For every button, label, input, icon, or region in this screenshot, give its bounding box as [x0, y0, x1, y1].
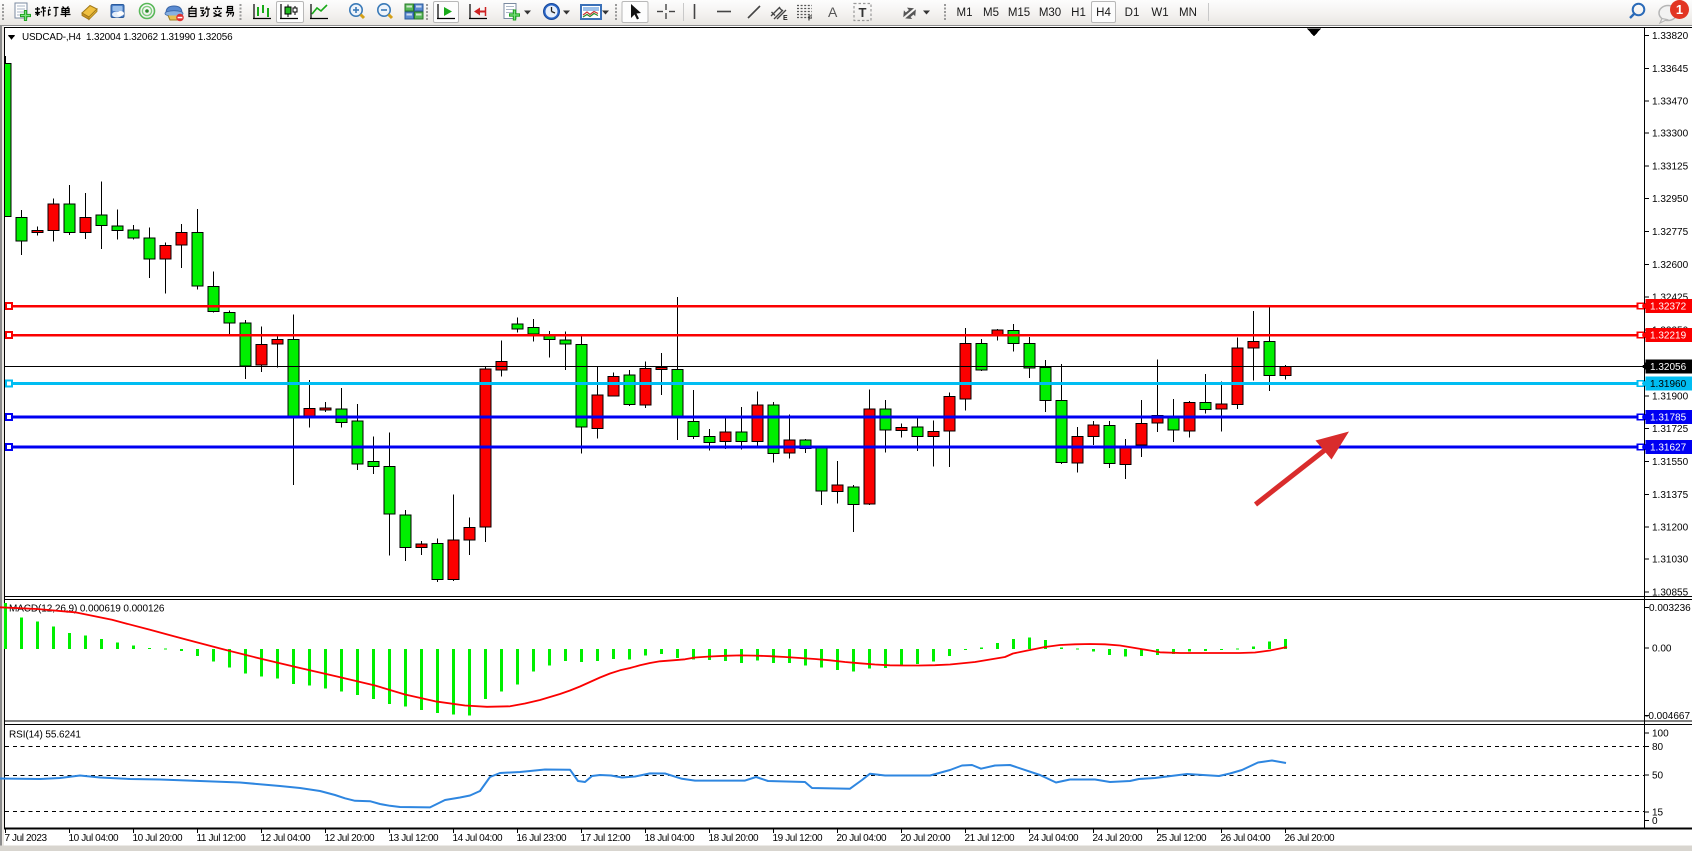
svg-text:20 Jul 20:00: 20 Jul 20:00: [901, 833, 952, 844]
svg-text:1.32775: 1.32775: [1652, 227, 1689, 238]
svg-text:-0.004667: -0.004667: [1645, 711, 1690, 722]
svg-text:1.33300: 1.33300: [1652, 129, 1689, 140]
svg-text:21 Jul 12:00: 21 Jul 12:00: [965, 833, 1016, 844]
svg-text:E: E: [783, 15, 788, 22]
svg-text:1.32600: 1.32600: [1652, 260, 1689, 271]
svg-text:M5: M5: [983, 7, 999, 19]
svg-text:12 Jul 04:00: 12 Jul 04:00: [261, 833, 312, 844]
svg-text:USDCAD-,H4 1.32004 1.32062 1.: USDCAD-,H4 1.32004 1.32062 1.31990 1.320…: [22, 32, 233, 43]
svg-text:1.31960: 1.31960: [1650, 379, 1687, 390]
svg-text:1.30855: 1.30855: [1652, 587, 1689, 598]
svg-text:H4: H4: [1096, 7, 1111, 19]
svg-text:1.33645: 1.33645: [1652, 64, 1689, 75]
svg-text:1.31375: 1.31375: [1652, 490, 1689, 501]
svg-text:14 Jul 04:00: 14 Jul 04:00: [453, 833, 504, 844]
svg-text:1.31900: 1.31900: [1652, 391, 1689, 402]
svg-text:18 Jul 04:00: 18 Jul 04:00: [645, 833, 696, 844]
svg-text:50: 50: [1652, 771, 1664, 782]
svg-text:24 Jul 04:00: 24 Jul 04:00: [1029, 833, 1080, 844]
svg-text:0.003236: 0.003236: [1649, 603, 1691, 614]
svg-text:0.00: 0.00: [1652, 644, 1672, 655]
svg-text:D1: D1: [1125, 7, 1140, 19]
svg-text:W1: W1: [1151, 7, 1168, 19]
svg-text:MACD(12,26,9) 0.000619 0.00012: MACD(12,26,9) 0.000619 0.000126: [9, 604, 165, 615]
svg-text:M15: M15: [1008, 7, 1030, 19]
svg-text:18 Jul 20:00: 18 Jul 20:00: [709, 833, 760, 844]
svg-text:1.31550: 1.31550: [1652, 457, 1689, 468]
svg-text:1.31785: 1.31785: [1650, 413, 1687, 424]
svg-text:M1: M1: [957, 7, 973, 19]
svg-text:10 Jul 20:00: 10 Jul 20:00: [133, 833, 184, 844]
svg-text:100: 100: [1652, 729, 1669, 740]
svg-text:10 Jul 04:00: 10 Jul 04:00: [69, 833, 120, 844]
svg-text:1.32950: 1.32950: [1652, 194, 1689, 205]
svg-text:15: 15: [1652, 808, 1664, 819]
svg-text:1.32425: 1.32425: [1652, 293, 1689, 304]
svg-text:26 Jul 20:00: 26 Jul 20:00: [1285, 833, 1336, 844]
svg-text:T: T: [859, 5, 867, 20]
svg-text:RSI(14) 55.6241: RSI(14) 55.6241: [9, 730, 81, 741]
svg-text:1.31030: 1.31030: [1652, 555, 1689, 566]
svg-text:24 Jul 20:00: 24 Jul 20:00: [1093, 833, 1144, 844]
svg-text:1.32372: 1.32372: [1650, 302, 1687, 313]
svg-text:19 Jul 12:00: 19 Jul 12:00: [773, 833, 824, 844]
svg-text:13 Jul 12:00: 13 Jul 12:00: [389, 833, 440, 844]
svg-text:F: F: [808, 16, 813, 23]
svg-text:80: 80: [1652, 742, 1664, 753]
svg-text:1.33470: 1.33470: [1652, 97, 1689, 108]
svg-text:H1: H1: [1071, 7, 1086, 19]
svg-text:1.31200: 1.31200: [1652, 523, 1689, 534]
svg-text:20 Jul 04:00: 20 Jul 04:00: [837, 833, 888, 844]
svg-text:25 Jul 12:00: 25 Jul 12:00: [1157, 833, 1208, 844]
svg-text:0: 0: [1652, 816, 1658, 827]
svg-text:MN: MN: [1179, 7, 1197, 19]
svg-text:1.32219: 1.32219: [1650, 331, 1687, 342]
svg-text:26 Jul 04:00: 26 Jul 04:00: [1221, 833, 1272, 844]
svg-text:1.32056: 1.32056: [1650, 362, 1687, 373]
svg-text:11 Jul 12:00: 11 Jul 12:00: [197, 833, 247, 844]
svg-text:17 Jul 12:00: 17 Jul 12:00: [581, 833, 632, 844]
svg-text:1.31725: 1.31725: [1652, 424, 1689, 435]
svg-text:1: 1: [1676, 2, 1683, 17]
svg-text:1.33820: 1.33820: [1652, 31, 1689, 42]
svg-text:1.31627: 1.31627: [1650, 443, 1687, 454]
svg-text:16 Jul 23:00: 16 Jul 23:00: [517, 833, 568, 844]
svg-text:1.33125: 1.33125: [1652, 161, 1689, 172]
svg-text:A: A: [828, 4, 838, 20]
svg-text:M30: M30: [1039, 7, 1061, 19]
svg-text:7 Jul 2023: 7 Jul 2023: [5, 833, 48, 844]
svg-text:12 Jul 20:00: 12 Jul 20:00: [325, 833, 376, 844]
